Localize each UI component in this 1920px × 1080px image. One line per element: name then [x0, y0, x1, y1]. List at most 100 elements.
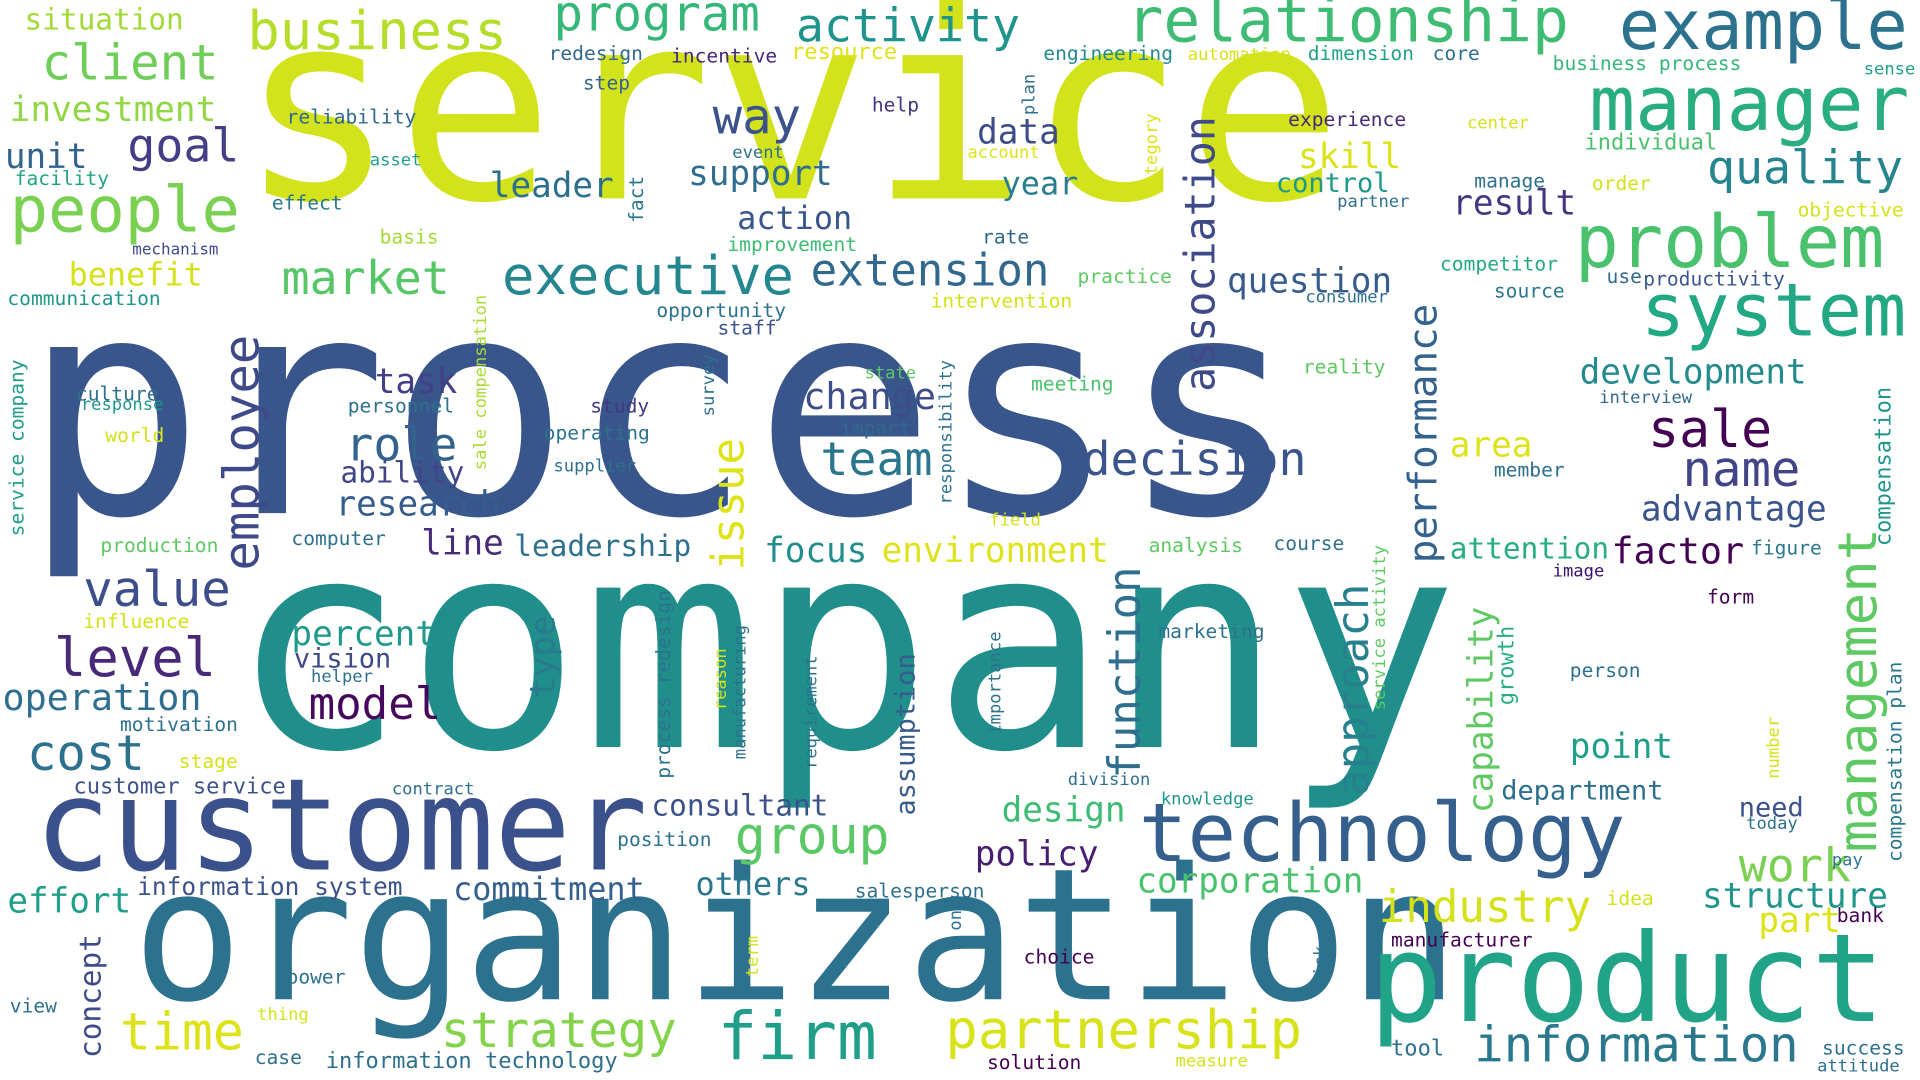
word: choice: [1023, 945, 1095, 969]
word: facility: [14, 166, 110, 190]
word: core: [1432, 41, 1480, 65]
word: value: [83, 562, 231, 619]
word: strategy: [440, 1002, 677, 1060]
word: production: [100, 533, 219, 558]
word: motivation: [120, 712, 238, 736]
word: management: [1826, 527, 1890, 853]
word: information system: [137, 871, 403, 902]
word: automation: [1187, 45, 1291, 65]
word: leader: [489, 165, 614, 206]
word: way: [712, 89, 802, 146]
word: world: [105, 423, 165, 447]
word: area: [1449, 424, 1533, 466]
word: firm: [717, 997, 877, 1076]
word: association: [1176, 116, 1226, 392]
word: course: [1273, 531, 1345, 555]
word: action: [737, 200, 853, 238]
word: account: [967, 143, 1040, 163]
word: marketing: [1158, 619, 1265, 643]
word: business process: [1552, 51, 1742, 75]
word: stage: [178, 749, 238, 773]
word: process: [22, 232, 1302, 586]
word: need: [1738, 793, 1804, 825]
word: culture: [75, 382, 159, 406]
word: business: [247, 0, 507, 63]
word: structure: [1702, 875, 1888, 916]
word: customer service: [73, 773, 286, 800]
word: situation: [24, 2, 184, 37]
word: order: [1591, 171, 1651, 195]
word: interview: [1599, 388, 1693, 408]
word: leadership: [514, 528, 692, 564]
word: investment: [9, 89, 217, 130]
word: manage: [1474, 168, 1546, 193]
word: program: [553, 0, 760, 43]
word: commitment: [453, 871, 645, 909]
word: information technology: [325, 1048, 618, 1074]
word: pay: [1831, 851, 1863, 871]
word: growth: [1493, 625, 1520, 706]
word: year: [1001, 166, 1079, 204]
word: team: [820, 432, 933, 487]
word: dimension: [1307, 41, 1414, 65]
word: requirement: [802, 655, 822, 769]
word: others: [695, 866, 811, 904]
word: reliability: [286, 105, 417, 129]
word: knowledge: [1160, 789, 1254, 810]
word: help: [871, 93, 920, 117]
word: communication: [7, 286, 161, 310]
word: operating: [543, 421, 650, 445]
word: consultant: [651, 788, 829, 823]
word: experience: [1288, 107, 1407, 132]
word: center: [1466, 113, 1529, 134]
word: activity: [795, 0, 1021, 53]
word: effort: [7, 880, 132, 921]
word: factor: [1611, 530, 1745, 574]
word: research: [335, 483, 501, 525]
word: benefit: [68, 257, 203, 294]
word: helper: [311, 667, 373, 687]
word: decision: [1082, 432, 1307, 487]
word: ability: [340, 455, 465, 490]
word: point: [1569, 726, 1674, 767]
word: manager: [1589, 58, 1910, 149]
word: idea: [1606, 886, 1654, 910]
word: service: [238, 0, 1344, 261]
word: power: [286, 964, 346, 989]
word: contract: [391, 780, 475, 800]
word: process redesign: [651, 590, 675, 779]
word: environment: [881, 530, 1109, 571]
word: sale compensation: [471, 294, 492, 471]
word: form: [1706, 585, 1755, 609]
word: personnel: [347, 394, 454, 418]
word: cost: [26, 726, 145, 783]
word: sale: [1648, 399, 1773, 460]
word: people: [9, 173, 240, 248]
word: manufacturing: [731, 625, 751, 760]
word: member: [1493, 457, 1565, 482]
word: intervention: [930, 288, 1073, 313]
word: focus: [764, 530, 868, 571]
word: mechanism: [132, 241, 219, 260]
word: goal: [127, 118, 240, 173]
word: engineering: [1043, 41, 1174, 65]
word: function: [1100, 566, 1152, 779]
word: computer: [291, 526, 386, 550]
word: incentive: [671, 44, 778, 68]
word: resource: [791, 39, 898, 65]
word: extension: [810, 246, 1050, 297]
word: issue: [704, 437, 755, 571]
word: client: [41, 35, 219, 92]
word: opportunity: [656, 298, 787, 323]
word: responsibility: [936, 359, 957, 505]
word: corporation: [1136, 860, 1364, 902]
word: category: [1142, 113, 1163, 196]
word: division: [1067, 770, 1151, 790]
word: quality: [1706, 140, 1904, 195]
word: customer: [34, 750, 648, 901]
word: rate: [982, 225, 1030, 249]
word: manufacturer: [1391, 928, 1533, 952]
word: case: [254, 1045, 302, 1069]
word: performance: [1399, 303, 1447, 564]
word: operation: [2, 677, 202, 721]
